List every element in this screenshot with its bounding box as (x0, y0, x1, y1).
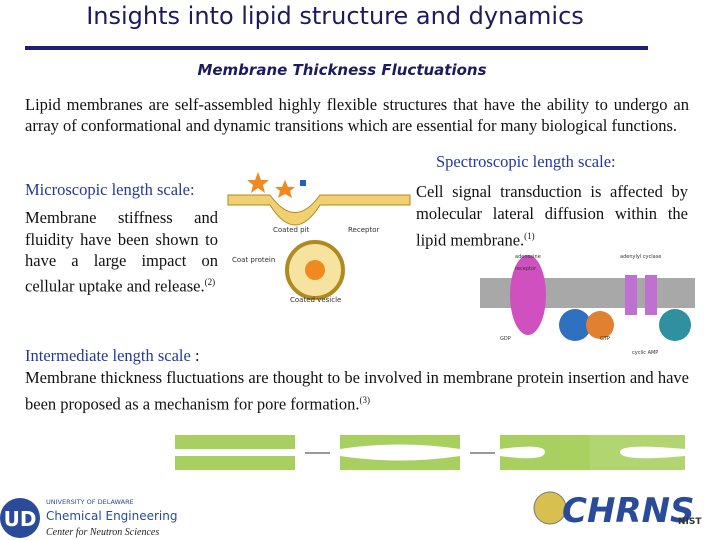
receptor (510, 255, 546, 335)
cyclase (625, 275, 637, 315)
reference: (2) (204, 276, 216, 287)
ud-logo: UD UNIVERSITY OF DELAWARE Chemical Engin… (0, 498, 178, 538)
figure-label: GTP (600, 336, 610, 342)
figure-label: adenosine (515, 254, 541, 260)
microscopic-body: Membrane stiffness and fluidity have bee… (25, 208, 218, 295)
figure-label: adenylyl cyclase (620, 254, 661, 260)
g-protein (659, 309, 691, 341)
spectroscopic-body: Cell signal transduction is affected by … (416, 182, 688, 250)
membrane (227, 194, 411, 226)
logo-seal (533, 491, 567, 525)
figure-label: Coated pit (273, 226, 310, 234)
intermediate-body: Membrane thickness fluctuations are thou… (25, 368, 689, 414)
center: Center for Neutron Sciences (46, 527, 159, 538)
thickness-figure (175, 435, 685, 470)
bilayer (340, 435, 460, 470)
subtitle: Membrane Thickness Fluctuations (197, 61, 487, 79)
logo-mark: UD (4, 507, 37, 531)
microscopic-text: Membrane stiffness and fluidity have bee… (25, 207, 218, 297)
intermediate-heading-line: Intermediate length scale : (25, 346, 200, 366)
cyclase (645, 275, 657, 315)
cargo (305, 260, 325, 280)
title-rule (25, 46, 648, 50)
reference: (1) (524, 231, 535, 241)
intermediate-text: Membrane thickness fluctuations are thou… (25, 367, 689, 416)
g-protein (559, 309, 591, 341)
department: Chemical Engineering (46, 509, 178, 523)
microscopic-heading: Microscopic length scale: (25, 180, 195, 199)
university: UNIVERSITY OF DELAWARE (46, 498, 134, 506)
logo: CHRNS (562, 491, 695, 531)
reference: (3) (359, 395, 370, 405)
g-protein (586, 311, 614, 339)
spectroscopic-text: Cell signal transduction is affected by … (416, 181, 688, 252)
figure-label: GDP (500, 336, 511, 342)
bilayer (175, 456, 295, 470)
intro-text: Lipid membranes are self-assembled highl… (25, 95, 689, 135)
figure-label: Coated vesicle (290, 296, 341, 304)
chrns-logo: CHRNS NIST (533, 491, 702, 531)
figure-label: Receptor (348, 226, 379, 234)
punctuation: : (190, 346, 200, 365)
signaling-figure: adenosine receptor adenylyl cyclase GDP … (480, 248, 695, 358)
bilayer (175, 435, 295, 449)
ligand (247, 172, 269, 193)
bilayer (560, 435, 685, 470)
logo-seal (0, 498, 40, 538)
figure-label: Coat protein (232, 256, 275, 264)
ligand (275, 180, 295, 198)
intermediate-heading: Intermediate length scale (25, 346, 191, 365)
nist: NIST (678, 517, 702, 527)
title: Insights into lipid structure and dynami… (86, 2, 584, 30)
figure-label: cyclic AMP (632, 350, 658, 356)
spectroscopic-heading: Spectroscopic length scale: (436, 152, 616, 171)
molecule (300, 180, 306, 186)
figure-label: receptor (515, 266, 537, 272)
endocytosis-figure: Coated pit Receptor Coat protein Coated … (227, 172, 411, 304)
